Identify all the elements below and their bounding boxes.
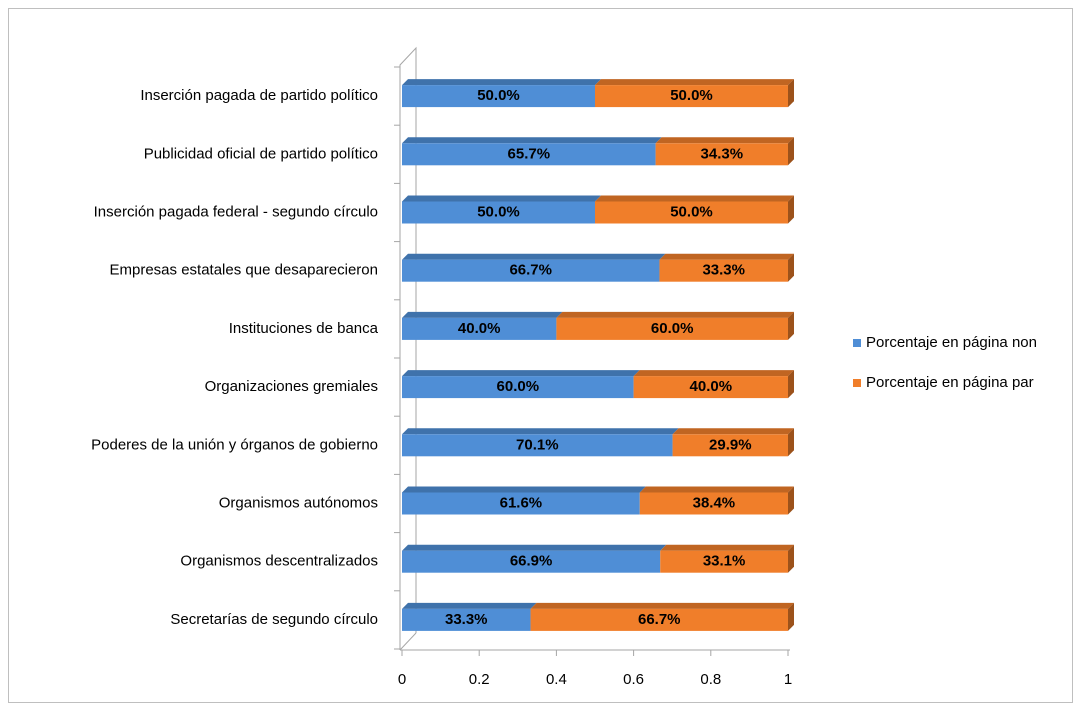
bar-end xyxy=(788,253,794,282)
bar-end xyxy=(788,370,794,399)
bar-end xyxy=(788,137,794,166)
x-tick-label: 0.4 xyxy=(546,671,567,688)
data-label: 60.0% xyxy=(497,378,540,395)
legend-label: Porcentaje en página non xyxy=(866,334,1037,351)
y-tick-label: Inserción pagada federal - segundo círcu… xyxy=(94,203,378,220)
bar-top xyxy=(402,137,662,144)
x-tick-label: 0 xyxy=(398,671,406,688)
bar xyxy=(402,550,661,573)
data-label: 60.0% xyxy=(651,320,694,337)
data-label: 33.3% xyxy=(702,262,745,279)
data-label: 40.0% xyxy=(690,378,733,395)
bar xyxy=(655,143,788,166)
y-tick-label: Organismos autónomos xyxy=(219,494,378,511)
y-tick-label: Secretarías de segundo círculo xyxy=(170,611,378,628)
data-label: 70.1% xyxy=(516,436,559,453)
bar-top xyxy=(672,428,794,435)
data-label: 33.3% xyxy=(445,611,488,628)
x-tick-label: 0.2 xyxy=(469,671,490,688)
bar-end xyxy=(788,428,794,457)
bar xyxy=(402,259,660,282)
y-tick-label: Empresas estatales que desaparecieron xyxy=(110,262,379,279)
bar xyxy=(402,317,557,340)
legend-swatch xyxy=(853,379,861,387)
bar-end xyxy=(788,544,794,573)
bar xyxy=(595,201,788,224)
bar xyxy=(402,376,634,399)
bar-end xyxy=(788,486,794,515)
legend-label: Porcentaje en página par xyxy=(866,374,1034,391)
x-axis-depth xyxy=(399,632,417,651)
data-label: 34.3% xyxy=(701,145,744,162)
bar-top xyxy=(402,311,563,318)
y-tick-label: Organizaciones gremiales xyxy=(205,378,378,395)
bar-top xyxy=(402,544,667,551)
bar xyxy=(402,85,595,108)
bar xyxy=(402,434,673,457)
bar-top xyxy=(402,370,640,377)
bar xyxy=(672,434,788,457)
bar xyxy=(595,85,788,108)
bar xyxy=(402,143,656,166)
y-tick-label: Instituciones de banca xyxy=(229,320,379,337)
bar xyxy=(660,550,788,573)
chart-border xyxy=(8,8,1073,703)
y-tick-label: Poderes de la unión y órganos de gobiern… xyxy=(91,436,378,453)
data-label: 50.0% xyxy=(477,203,520,220)
bar xyxy=(402,201,595,224)
bar-top xyxy=(659,253,794,260)
bar xyxy=(402,492,640,515)
bar-end xyxy=(788,602,794,631)
bar xyxy=(633,376,788,399)
data-label: 66.7% xyxy=(509,262,552,279)
bar-top xyxy=(556,311,794,318)
legend-swatch xyxy=(853,339,861,347)
data-label: 50.0% xyxy=(477,87,520,104)
data-label: 50.0% xyxy=(670,203,713,220)
bar-top xyxy=(639,486,794,493)
bar-top xyxy=(402,602,537,609)
bar-end xyxy=(788,79,794,108)
data-label: 40.0% xyxy=(458,320,501,337)
data-label: 66.7% xyxy=(638,611,681,628)
bar-top xyxy=(595,195,794,202)
bar xyxy=(556,317,788,340)
bar-top xyxy=(660,544,794,551)
data-label: 65.7% xyxy=(508,145,551,162)
bar-top xyxy=(402,486,646,493)
bar-top xyxy=(402,195,601,202)
data-label: 50.0% xyxy=(670,87,713,104)
bar xyxy=(659,259,788,282)
bar-end xyxy=(788,311,794,340)
x-tick-label: 0.8 xyxy=(700,671,721,688)
data-label: 33.1% xyxy=(703,553,746,570)
data-label: 38.4% xyxy=(693,494,736,511)
data-label: 29.9% xyxy=(709,436,752,453)
bar xyxy=(639,492,788,515)
bar-top xyxy=(530,602,794,609)
bar-top xyxy=(595,79,794,86)
y-tick-label: Publicidad oficial de partido político xyxy=(144,145,378,162)
x-tick-label: 1 xyxy=(784,671,792,688)
bar-top xyxy=(655,137,794,144)
bar-top xyxy=(402,428,679,435)
bar-top xyxy=(633,370,794,377)
y-tick-label: Inserción pagada de partido político xyxy=(140,87,378,104)
bar xyxy=(530,608,788,631)
y-tick-label: Organismos descentralizados xyxy=(180,553,378,570)
data-label: 61.6% xyxy=(500,494,543,511)
bar-top xyxy=(402,253,666,260)
data-label: 66.9% xyxy=(510,553,553,570)
bar-end xyxy=(788,195,794,224)
bar xyxy=(402,608,531,631)
x-tick-label: 0.6 xyxy=(623,671,644,688)
bar-top xyxy=(402,79,601,86)
